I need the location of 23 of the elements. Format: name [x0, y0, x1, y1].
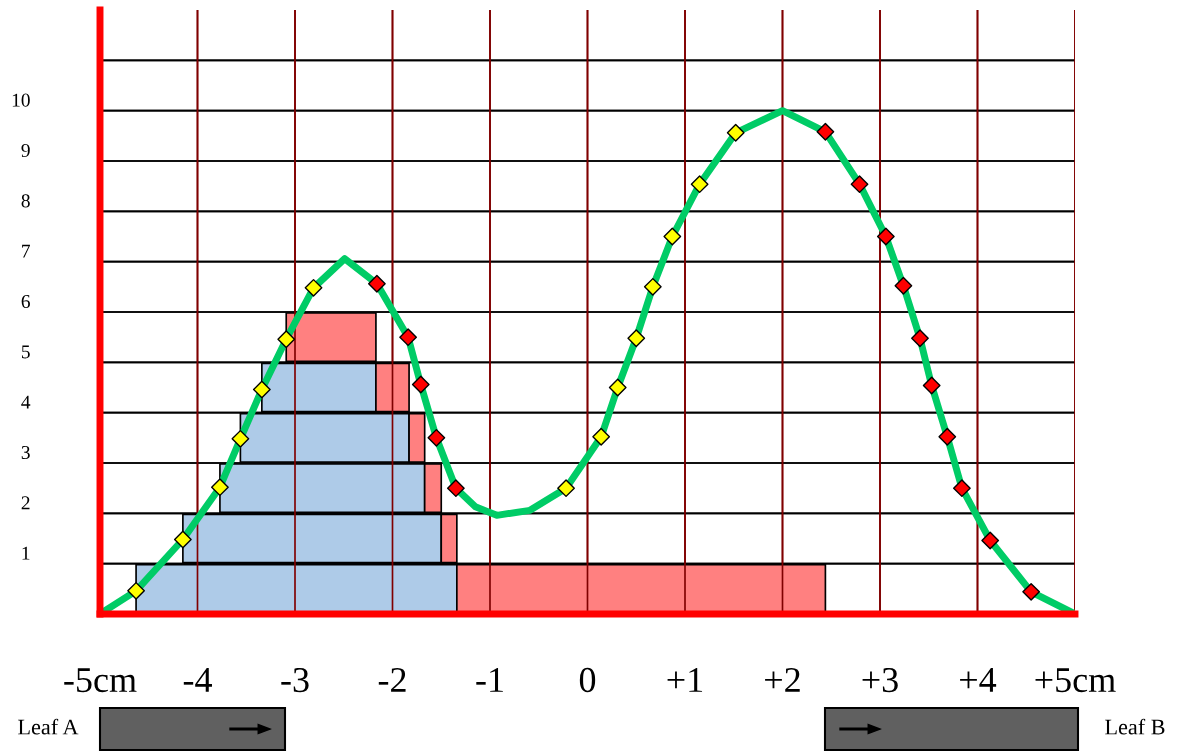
y-tick-label: 2	[21, 496, 30, 510]
x-tick-label: +3	[862, 667, 898, 693]
y-tick-label: 4	[21, 395, 31, 409]
x-tick-label: +2	[765, 667, 800, 692]
y-tick-label: 8	[21, 194, 30, 208]
y-tick-label: 1	[22, 546, 30, 560]
y-tick-label: 5	[21, 345, 30, 359]
x-tick-label: 0	[579, 667, 596, 693]
x-tick-label: -4	[183, 668, 212, 692]
x-tick-label: -5cm	[64, 668, 137, 693]
x-tick-label: -1	[476, 668, 503, 692]
x-tick-label: -3	[281, 667, 309, 693]
y-tick-label: 7	[22, 244, 30, 258]
x-tick-label: -2	[378, 667, 406, 692]
x-tick-label: +5cm	[1035, 668, 1116, 693]
text: Leaf B	[1105, 718, 1165, 735]
text: Leaf A	[18, 718, 79, 735]
x-tick-label: +1	[667, 668, 703, 692]
y-tick-label: 9	[21, 143, 30, 158]
y-tick-label: 10	[12, 93, 30, 107]
x-tick-label: +4	[960, 668, 997, 692]
y-tick-label: 3	[21, 445, 30, 460]
y-tick-label: 6	[21, 294, 30, 309]
